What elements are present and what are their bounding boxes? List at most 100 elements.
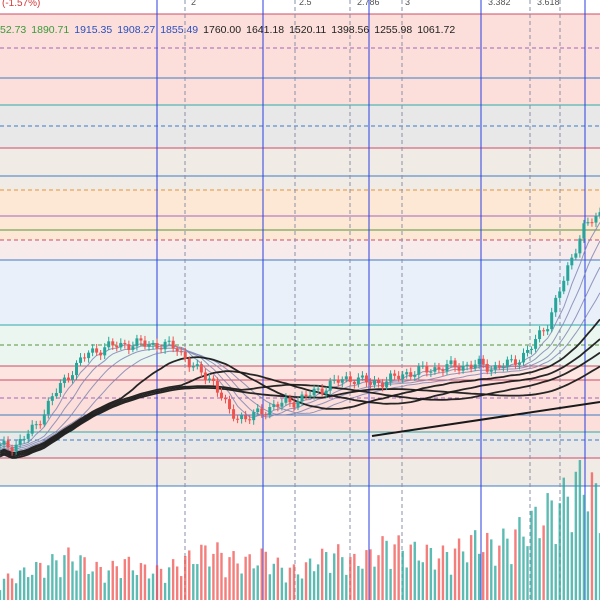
volume-bar [292, 564, 296, 600]
candle-body [264, 414, 268, 416]
candle-body [143, 340, 147, 347]
volume-bar [244, 556, 247, 600]
candle-body [368, 382, 372, 385]
candle-body [34, 424, 38, 426]
candle-body [578, 238, 582, 254]
volume-bar [522, 536, 525, 600]
volume-bar [490, 539, 493, 600]
volume-bar [224, 577, 227, 600]
moving-average-line [0, 338, 600, 456]
candle-body [550, 312, 554, 330]
candle-body [530, 348, 534, 350]
candle-body [75, 362, 79, 376]
volume-bar [71, 561, 74, 600]
candle-body [83, 357, 87, 359]
volume-bar [127, 556, 131, 600]
candle-body [260, 408, 264, 415]
volume-bar [582, 494, 586, 600]
volume-bar [441, 545, 445, 600]
candle-body [54, 392, 58, 397]
volume-bar [506, 538, 509, 600]
candle-body [449, 360, 453, 365]
candle-body [38, 424, 42, 426]
volume-bar [304, 562, 308, 600]
volume-bar [473, 530, 477, 600]
volume-bar [333, 553, 336, 600]
candle-body [171, 340, 175, 349]
level-band [0, 78, 600, 105]
candle-body [236, 418, 240, 420]
volume-bar [598, 533, 600, 600]
volume-bar [554, 544, 557, 600]
candle-body [348, 376, 352, 382]
candle-body [554, 297, 558, 313]
volume-bar [437, 558, 441, 600]
candle-body [240, 415, 244, 420]
candle-body [437, 367, 441, 370]
candle-body [0, 444, 2, 446]
volume-bar [31, 574, 34, 600]
candle-body [332, 379, 336, 381]
volume-bar [147, 578, 151, 600]
level-band [0, 415, 600, 432]
volume-bar [123, 559, 127, 600]
ma-value: 1641.18 [246, 24, 285, 36]
volume-bar [574, 471, 578, 600]
candle-body [562, 280, 566, 292]
volume-bar [272, 563, 276, 600]
candle-body [538, 330, 542, 340]
candle-body [300, 394, 304, 402]
volume-bar [175, 566, 179, 600]
candle-body [163, 341, 167, 350]
candle-body [316, 388, 320, 390]
volume-bar [538, 538, 541, 600]
volume-bar [385, 540, 388, 600]
candle-body [2, 440, 6, 445]
volume-bar [413, 541, 416, 600]
candle-body [30, 424, 34, 434]
volume-bar [2, 578, 6, 600]
candle-body [115, 345, 119, 348]
volume-bar [107, 570, 110, 600]
level-band [0, 126, 600, 148]
moving-average-line [0, 351, 600, 458]
volume-bar [369, 549, 372, 600]
volume-bar [562, 477, 565, 600]
candle-body [421, 365, 425, 367]
level-band [0, 48, 600, 78]
volume-bar [220, 552, 223, 600]
volume-bar [204, 545, 207, 600]
volume-bar [494, 565, 497, 600]
candle-body [256, 408, 260, 413]
volume-bar [0, 590, 2, 600]
volume-bar [324, 552, 328, 600]
level-band [0, 260, 600, 325]
candle-body [558, 291, 562, 298]
volume-bar [312, 571, 316, 600]
candle-body [111, 341, 115, 346]
candle-body [87, 352, 91, 359]
candle-body [199, 364, 203, 373]
candle-body [127, 344, 131, 350]
volume-bar [357, 565, 360, 600]
volume-bar [397, 535, 400, 600]
volume-bar [14, 583, 18, 600]
candle-body [594, 215, 598, 223]
volume-bar [131, 570, 135, 600]
ma-value: 1890.71 [31, 24, 70, 36]
candle-body [232, 409, 236, 419]
level-band [0, 325, 600, 345]
volume-bar [534, 506, 537, 600]
candle-body [284, 397, 288, 403]
volume-bar [95, 561, 98, 600]
candle-body [203, 372, 207, 381]
level-band [0, 190, 600, 216]
candle-body [131, 346, 135, 350]
volume-bar [200, 544, 203, 600]
candle-body [91, 348, 95, 353]
candle-body [453, 360, 457, 368]
candle-body [10, 447, 14, 452]
candle-body [586, 222, 590, 224]
